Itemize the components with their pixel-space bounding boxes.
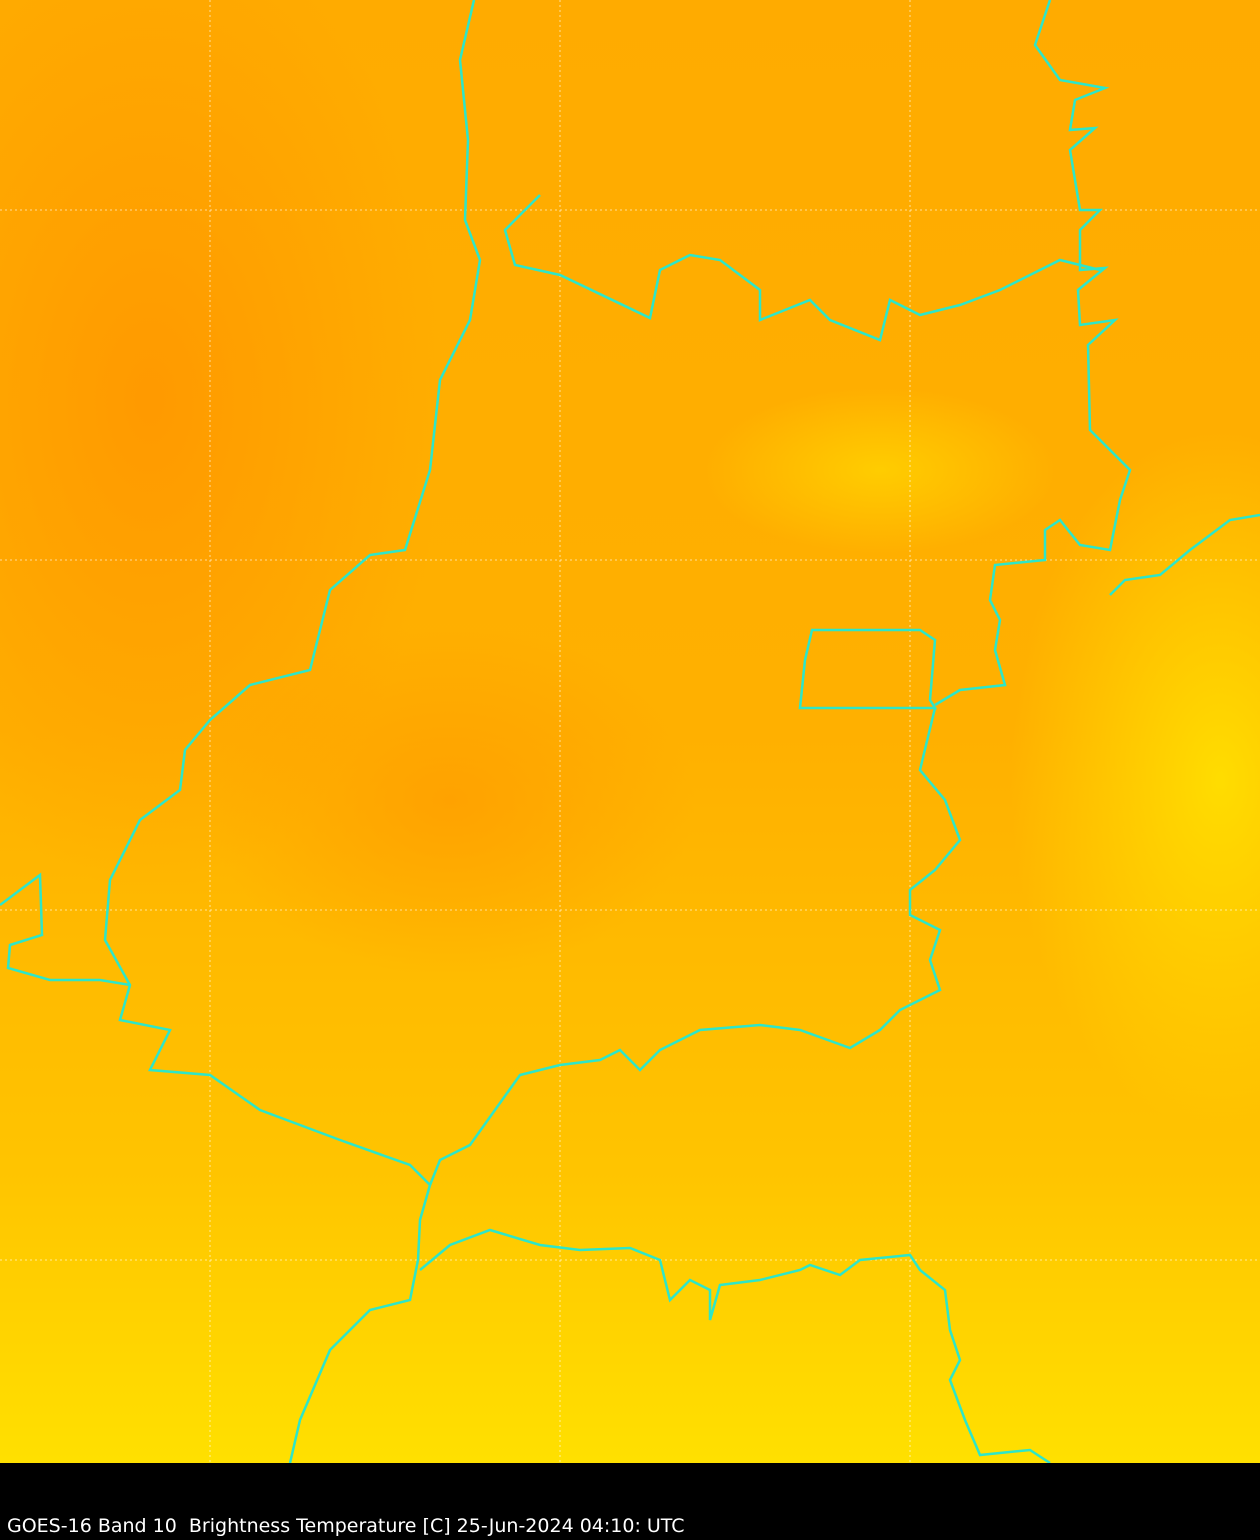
border-line (503, 194, 1101, 342)
lat-lon-grid (0, 0, 1260, 1463)
border-line (934, 0, 1132, 707)
border-line (0, 872, 131, 987)
image-caption: GOES-16 Band 10 Brightness Temperature [… (7, 1515, 685, 1537)
border-line (103, 0, 482, 1463)
border-line (1109, 513, 1260, 596)
map-overlay (0, 0, 1260, 1463)
border-federal-district (798, 628, 938, 710)
border-line (419, 1228, 1051, 1463)
border-line (428, 707, 962, 1186)
state-borders (0, 0, 1260, 1463)
